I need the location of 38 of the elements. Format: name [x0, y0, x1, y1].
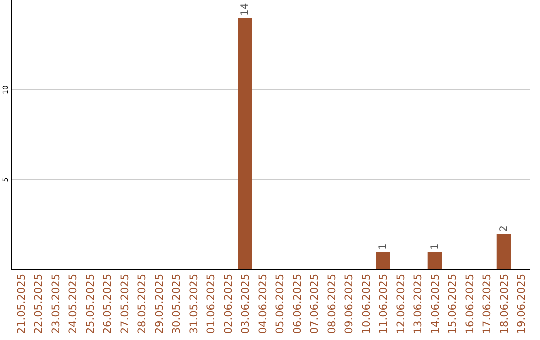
x-tick-label: 18.06.2025 — [498, 274, 511, 334]
data-label: 1 — [430, 244, 441, 250]
bar — [428, 252, 442, 270]
x-tick-label: 15.06.2025 — [447, 274, 460, 334]
x-tick-label: 01.06.2025 — [206, 274, 218, 334]
x-tick-label: 24.05.2025 — [68, 274, 80, 334]
x-tick-label: 07.06.2025 — [309, 274, 322, 334]
x-tick-label: 25.05.2025 — [84, 274, 97, 334]
bar — [496, 234, 512, 270]
x-tick-label: 03.06.2025 — [240, 274, 252, 334]
x-tick-label: 29.05.2025 — [154, 274, 166, 334]
x-tick-label: 21.05.2025 — [16, 274, 28, 334]
x-tick-label: 14.06.2025 — [430, 274, 442, 334]
x-tick-label: 22.05.2025 — [33, 274, 46, 334]
x-tick-label: 30.05.2025 — [171, 274, 184, 334]
x-tick-label: 12.06.2025 — [395, 274, 408, 334]
x-tick-label: 26.05.2025 — [102, 274, 114, 334]
x-tick-label: 19.06.2025 — [516, 274, 528, 334]
x-tick-label: 04.06.2025 — [257, 274, 270, 334]
x-tick-label: 10.06.2025 — [360, 274, 373, 334]
x-tick-label: 05.06.2025 — [274, 274, 287, 334]
x-tick-label: 06.06.2025 — [292, 274, 304, 334]
x-tick-label: 02.06.2025 — [222, 274, 235, 334]
bar — [238, 18, 252, 270]
x-tick-label: 13.06.2025 — [412, 274, 425, 334]
data-label: 1 — [378, 244, 390, 250]
x-tick-label: 31.05.2025 — [188, 274, 200, 334]
x-tick-label: 23.05.2025 — [50, 274, 62, 334]
x-tick-label: 09.06.2025 — [344, 274, 356, 334]
data-label: 2 — [498, 226, 510, 232]
data-label: 14 — [240, 3, 252, 16]
x-tick-label: 16.06.2025 — [464, 274, 476, 334]
x-tick-label: 27.05.2025 — [119, 274, 132, 334]
x-tick-label: 28.05.2025 — [136, 274, 149, 334]
x-tick-label: 17.06.2025 — [482, 274, 494, 334]
x-tick-label: 08.06.2025 — [326, 274, 338, 334]
x-tick-label: 11.06.2025 — [378, 274, 390, 334]
bar — [376, 252, 390, 270]
